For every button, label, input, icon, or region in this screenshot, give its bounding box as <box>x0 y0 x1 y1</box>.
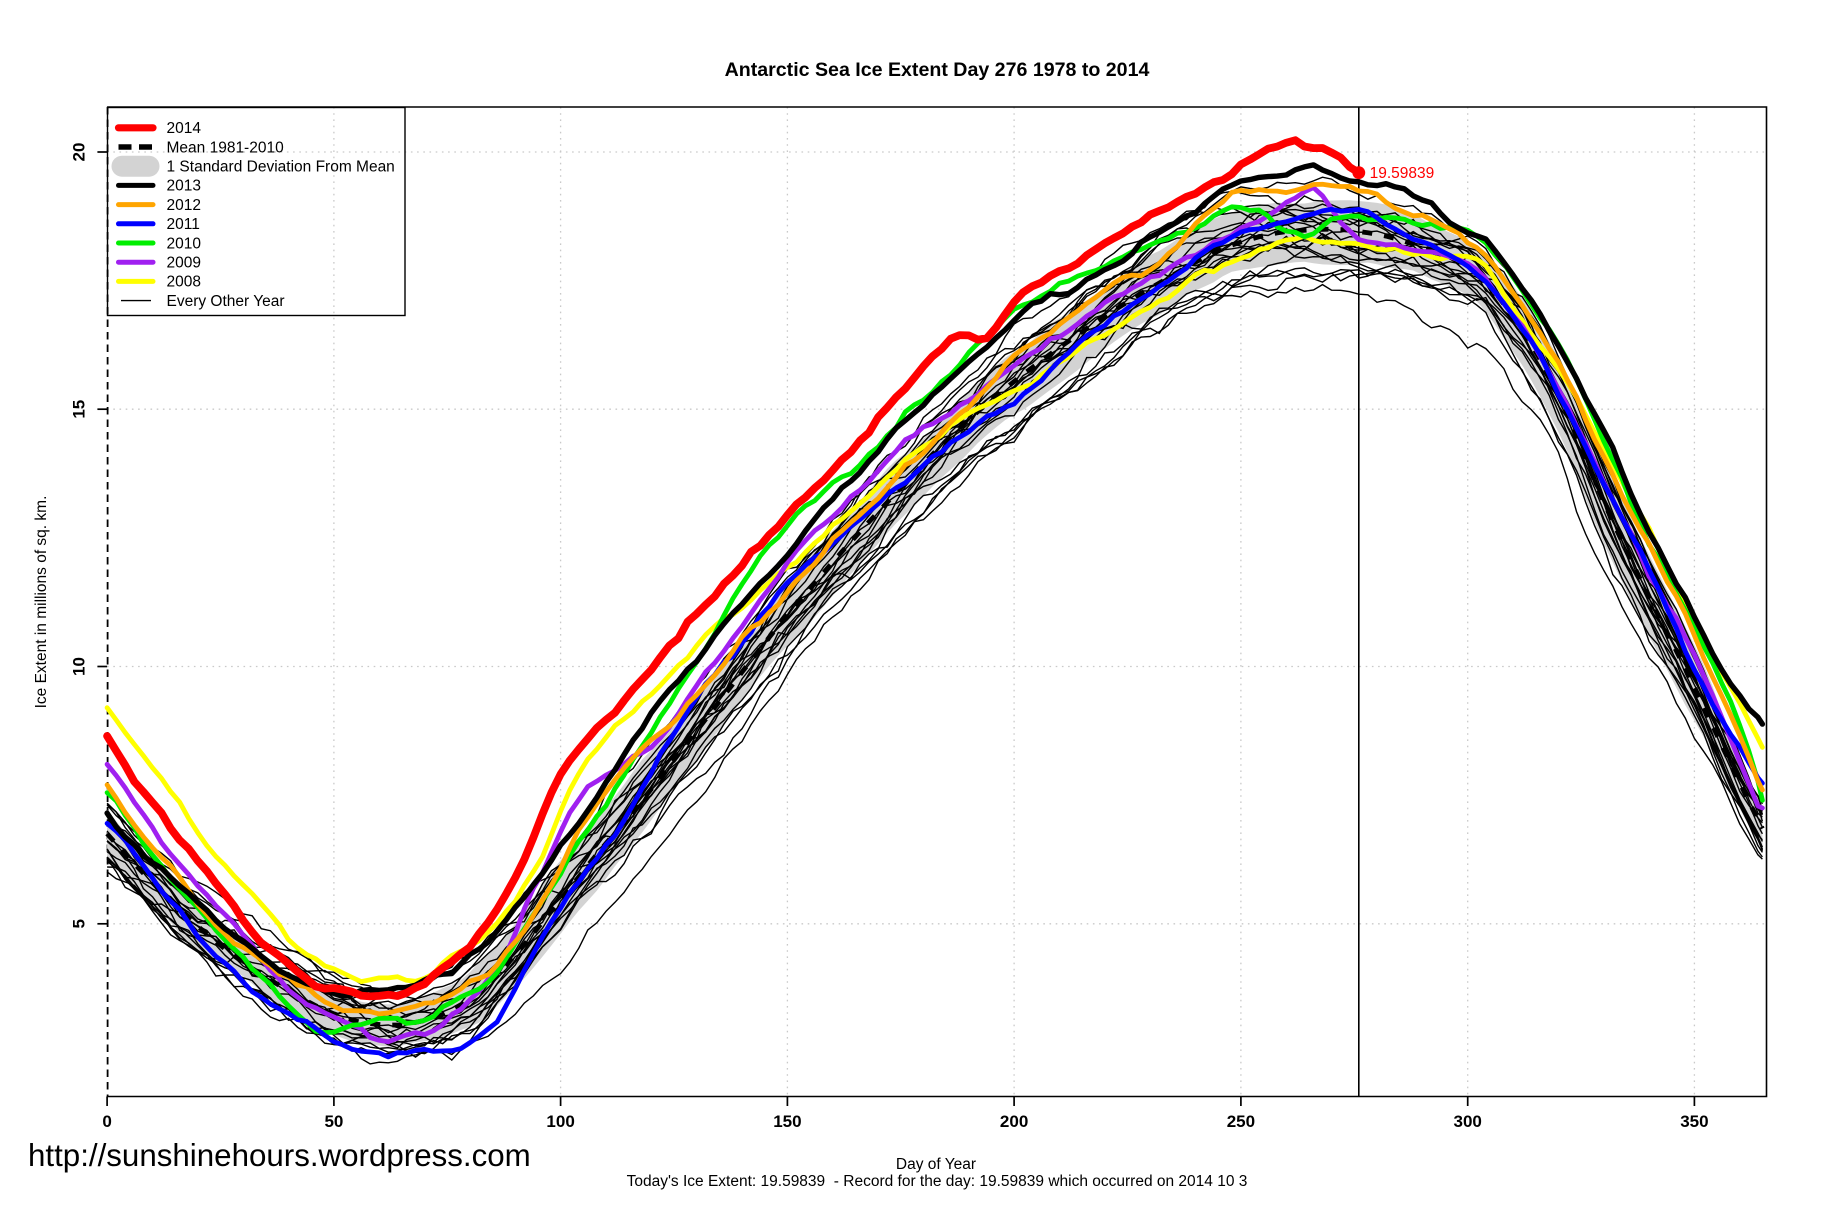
svg-text:300: 300 <box>1454 1112 1482 1131</box>
svg-text:Day of Year: Day of Year <box>896 1156 976 1173</box>
svg-text:0: 0 <box>102 1112 111 1131</box>
svg-text:Every Other Year: Every Other Year <box>167 293 285 310</box>
svg-text:Antarctic Sea Ice Extent Day 2: Antarctic Sea Ice Extent Day 276 1978 to… <box>725 59 1150 81</box>
svg-text:2013: 2013 <box>167 178 201 195</box>
svg-text:20: 20 <box>70 143 89 162</box>
svg-text:Mean 1981-2010: Mean 1981-2010 <box>167 139 285 156</box>
svg-text:50: 50 <box>324 1112 343 1131</box>
svg-text:19.59839: 19.59839 <box>1370 165 1435 182</box>
svg-text:150: 150 <box>773 1112 801 1131</box>
svg-text:5: 5 <box>70 919 89 928</box>
svg-text:2009: 2009 <box>167 255 201 272</box>
svg-text:100: 100 <box>546 1112 574 1131</box>
svg-text:2012: 2012 <box>167 197 201 214</box>
svg-text:Today's Ice Extent: 19.59839: Today's Ice Extent: 19.59839 - Record fo… <box>627 1173 1248 1190</box>
svg-text:2014: 2014 <box>167 120 202 137</box>
svg-text:http://sunshinehours.wordpress: http://sunshinehours.wordpress.com <box>28 1138 531 1173</box>
svg-text:250: 250 <box>1227 1112 1255 1131</box>
svg-text:200: 200 <box>1000 1112 1028 1131</box>
svg-text:350: 350 <box>1680 1112 1708 1131</box>
svg-text:2008: 2008 <box>167 274 201 291</box>
svg-text:10: 10 <box>70 657 89 676</box>
svg-text:2011: 2011 <box>167 216 200 233</box>
svg-text:2010: 2010 <box>167 235 202 252</box>
svg-text:Ice Extent in millions of sq.: Ice Extent in millions of sq. km. <box>33 496 50 709</box>
svg-text:1 Standard Deviation From Mean: 1 Standard Deviation From Mean <box>167 159 395 176</box>
svg-text:15: 15 <box>70 400 89 419</box>
